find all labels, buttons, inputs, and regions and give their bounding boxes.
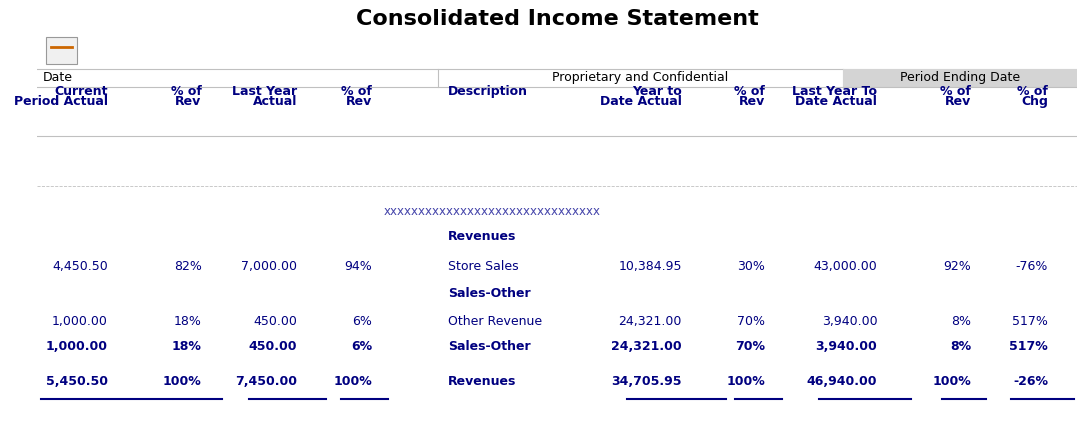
Text: 94%: 94% <box>345 260 372 273</box>
Text: Revenues: Revenues <box>448 230 516 243</box>
Text: 100%: 100% <box>333 375 372 388</box>
Text: Last Year To: Last Year To <box>793 85 878 98</box>
Text: 24,321.00: 24,321.00 <box>618 315 682 328</box>
Text: 18%: 18% <box>171 340 201 353</box>
Text: 450.00: 450.00 <box>249 340 297 353</box>
Text: Rev: Rev <box>346 95 372 108</box>
Text: Other Revenue: Other Revenue <box>448 315 542 328</box>
Text: 450.00: 450.00 <box>253 315 297 328</box>
Text: 100%: 100% <box>933 375 971 388</box>
Text: Period Actual: Period Actual <box>14 95 108 108</box>
Text: % of: % of <box>735 85 765 98</box>
Text: Description: Description <box>448 85 528 98</box>
Text: 7,000.00: 7,000.00 <box>241 260 297 273</box>
Text: % of: % of <box>1017 85 1048 98</box>
Text: Proprietary and Confidential: Proprietary and Confidential <box>553 71 728 84</box>
Text: 70%: 70% <box>736 340 765 353</box>
Text: Rev: Rev <box>176 95 201 108</box>
Text: 4,450.50: 4,450.50 <box>52 260 108 273</box>
Text: 70%: 70% <box>737 315 765 328</box>
Text: 18%: 18% <box>173 315 201 328</box>
Text: 34,705.95: 34,705.95 <box>612 375 682 388</box>
Text: Date Actual: Date Actual <box>796 95 878 108</box>
Text: Period Ending Date: Period Ending Date <box>900 71 1021 84</box>
Text: Chg: Chg <box>1021 95 1048 108</box>
Text: Sales-Other: Sales-Other <box>448 287 531 300</box>
Text: Consolidated Income Statement: Consolidated Income Statement <box>355 10 758 29</box>
Text: Current: Current <box>55 85 108 98</box>
Text: % of: % of <box>940 85 971 98</box>
Text: Actual: Actual <box>253 95 297 108</box>
Text: Date: Date <box>42 71 72 84</box>
Text: Store Sales: Store Sales <box>448 260 518 273</box>
Text: Last Year: Last Year <box>232 85 297 98</box>
Text: 92%: 92% <box>943 260 971 273</box>
Text: 6%: 6% <box>352 315 372 328</box>
Text: xxxxxxxxxxxxxxxxxxxxxxxxxxxxxxx: xxxxxxxxxxxxxxxxxxxxxxxxxxxxxxx <box>384 205 601 218</box>
Text: 517%: 517% <box>1012 315 1048 328</box>
Text: 10,384.95: 10,384.95 <box>618 260 682 273</box>
Text: Rev: Rev <box>739 95 765 108</box>
Text: Sales-Other: Sales-Other <box>448 340 531 353</box>
Text: 1,000.00: 1,000.00 <box>46 340 108 353</box>
Text: % of: % of <box>341 85 372 98</box>
Text: Rev: Rev <box>945 95 971 108</box>
Text: 100%: 100% <box>726 375 765 388</box>
Text: 43,000.00: 43,000.00 <box>813 260 878 273</box>
FancyBboxPatch shape <box>45 37 76 64</box>
Text: 100%: 100% <box>163 375 201 388</box>
Text: 5,450.50: 5,450.50 <box>46 375 108 388</box>
Text: 6%: 6% <box>351 340 372 353</box>
Text: 8%: 8% <box>951 315 971 328</box>
Text: 7,450.00: 7,450.00 <box>235 375 297 388</box>
Text: 46,940.00: 46,940.00 <box>807 375 878 388</box>
Text: -26%: -26% <box>1012 375 1048 388</box>
Text: % of: % of <box>170 85 201 98</box>
Text: -76%: -76% <box>1016 260 1048 273</box>
Text: 8%: 8% <box>950 340 971 353</box>
Text: 30%: 30% <box>737 260 765 273</box>
Text: 3,940.00: 3,940.00 <box>815 340 878 353</box>
Text: Year to: Year to <box>632 85 682 98</box>
Text: Revenues: Revenues <box>448 375 516 388</box>
FancyBboxPatch shape <box>843 69 1077 87</box>
Text: 1,000.00: 1,000.00 <box>52 315 108 328</box>
Text: Date Actual: Date Actual <box>600 95 682 108</box>
Text: 82%: 82% <box>173 260 201 273</box>
Text: 517%: 517% <box>1009 340 1048 353</box>
Text: 24,321.00: 24,321.00 <box>612 340 682 353</box>
Text: 3,940.00: 3,940.00 <box>822 315 878 328</box>
